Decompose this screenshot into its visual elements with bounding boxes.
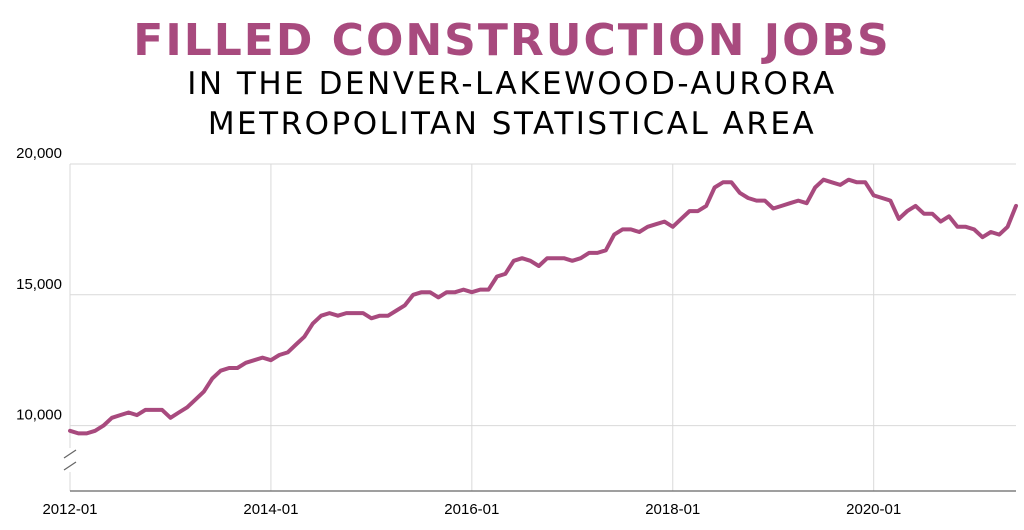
grid-lines: [70, 163, 1016, 491]
y-tick-label: 10,000: [16, 407, 62, 424]
chart-title: FILLED CONSTRUCTION JOBS: [133, 15, 891, 66]
tick-labels: 10,000 15,000 20,000 2012-01 2014-01 2016-01 2…: [16, 145, 901, 518]
x-tick-label: 2020-01: [846, 501, 901, 518]
x-tick-label: 2012-01: [42, 501, 97, 518]
axis-break-gap: [62, 448, 78, 472]
x-tick-label: 2018-01: [645, 501, 700, 518]
chart-subtitle-line-1: IN THE DENVER-LAKEWOOD-AURORA: [187, 66, 837, 102]
series-line-0: [68, 177, 1018, 436]
chart-subtitle-line-2: METROPOLITAN STATISTICAL AREA: [207, 106, 817, 142]
y-tick-label: 15,000: [16, 276, 62, 293]
series-layer: [68, 177, 1018, 436]
axes: [62, 164, 1016, 492]
x-tick-label: 2016-01: [444, 501, 499, 518]
axis-break-mark: [63, 461, 77, 471]
x-tick-label: 2014-01: [243, 501, 298, 518]
axis-break-mark: [63, 449, 77, 459]
y-tick-label: 20,000: [16, 145, 62, 162]
